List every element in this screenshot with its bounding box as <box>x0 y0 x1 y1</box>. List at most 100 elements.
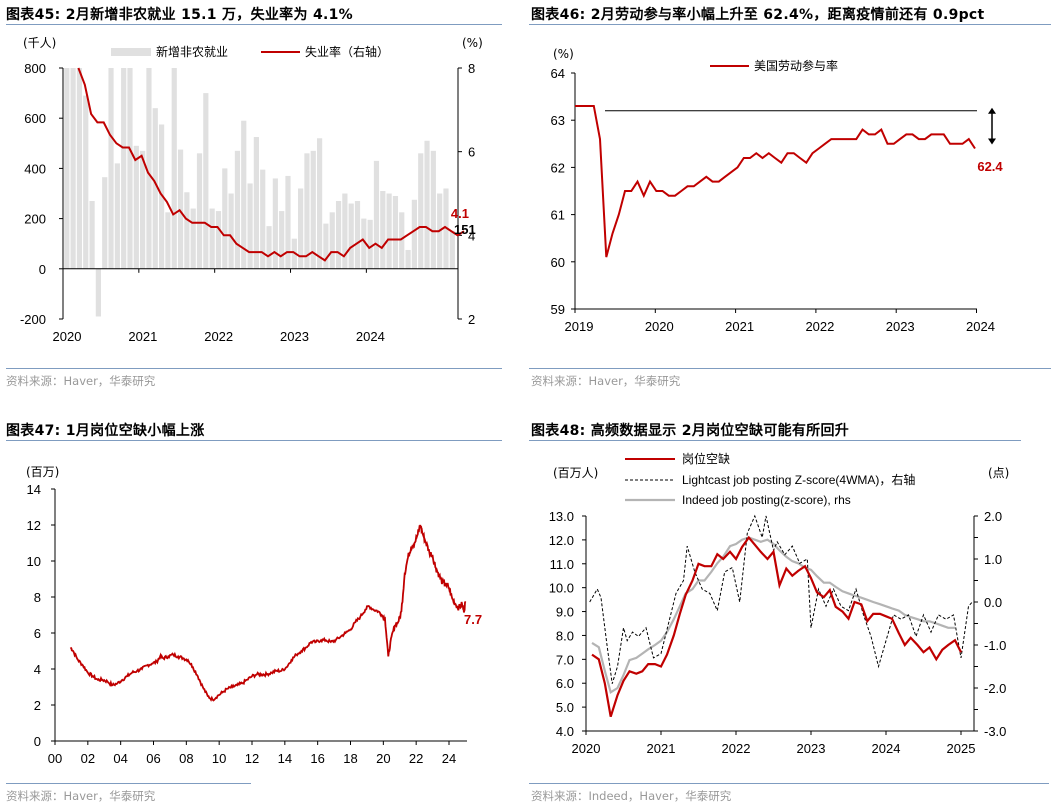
figure-45-source: 资料来源：Haver，华泰研究 <box>6 374 156 388</box>
payroll-bar <box>158 124 165 269</box>
y-tick-label: 8 <box>34 590 41 605</box>
payroll-bar <box>234 150 241 269</box>
y-tick-label: 60 <box>551 255 565 270</box>
payroll-bar <box>380 190 386 269</box>
left-y-tick-label: 600 <box>24 111 46 126</box>
x-tick-label: 2022 <box>805 319 834 334</box>
payroll-bar <box>190 208 196 269</box>
payroll-bar <box>209 208 215 269</box>
x-tick-label: 14 <box>278 751 292 766</box>
payroll-bar <box>83 95 89 269</box>
payroll-bar <box>121 68 127 269</box>
x-tick-label: 2025 <box>947 741 976 756</box>
figure-45-chart: 800 600 400 200 0 -200 8 6 4 2 2020 2021 2022 2023 202… <box>20 36 483 344</box>
y-axis-unit: (百万) <box>26 465 59 479</box>
x-tick-label: 16 <box>310 751 324 766</box>
payroll-bar <box>285 175 291 269</box>
y-tick-label: 4 <box>34 662 41 677</box>
gap-arrow-up-icon <box>988 107 996 114</box>
y-tick-label: 64 <box>551 66 565 81</box>
payroll-bar <box>399 212 405 269</box>
figure-46-title-rule <box>529 24 1051 25</box>
x-tick-label: 18 <box>343 751 357 766</box>
payroll-bar <box>392 196 399 269</box>
legend-line-label: 失业率（右轴） <box>305 44 389 59</box>
figure-45-title: 图表45: 2月新增非农就业 15.1 万，失业率为 4.1% <box>6 7 353 23</box>
figure-48-chart: 13.0 12.0 11.0 10.0 9.0 8.0 7.0 6.0 5.0 4.0 2.0 1.0… <box>549 451 1010 756</box>
left-y-tick-label: 200 <box>24 212 46 227</box>
payroll-bar <box>367 219 373 269</box>
payroll-bar <box>228 193 234 269</box>
legend-indeed-label: Indeed job posting(z-score), rhs <box>682 493 851 507</box>
payroll-bar <box>184 192 190 269</box>
legend-bar-label: 新增非农就业 <box>156 44 228 59</box>
figure-48-source: 资料来源：Indeed，Haver，华泰研究 <box>531 789 732 803</box>
payroll-bar <box>323 223 329 269</box>
figure-47-source: 资料来源：Haver，华泰研究 <box>6 789 156 803</box>
figure-48-source-rule <box>529 783 1049 784</box>
job-openings-line <box>591 535 962 718</box>
x-tick-label: 2023 <box>886 319 915 334</box>
payroll-bar <box>89 201 95 269</box>
x-tick-label: 22 <box>409 751 423 766</box>
x-tick-label: 00 <box>48 751 62 766</box>
x-tick-label: 2020 <box>53 329 82 344</box>
left-y-tick-label: 8.0 <box>556 628 574 643</box>
left-y-tick-label: 7.0 <box>556 652 574 667</box>
x-tick-label: 2021 <box>647 741 676 756</box>
left-y-tick-label: 0 <box>39 262 46 277</box>
payroll-bar <box>165 212 171 269</box>
x-tick-label: 2022 <box>722 741 751 756</box>
unemployment-rate-line <box>77 67 465 262</box>
figure-46-title: 图表46: 2月劳动参与率小幅上升至 62.4%，距离疫情前还有 0.9pct <box>531 7 985 23</box>
indeed-zscore-line <box>591 536 955 695</box>
x-tick-label: 2021 <box>128 329 157 344</box>
payroll-bar <box>171 68 177 269</box>
x-tick-label: 08 <box>179 751 193 766</box>
payroll-bar <box>140 150 146 269</box>
x-tick-label: 2021 <box>725 319 754 334</box>
figure-47-source-rule <box>6 783 251 784</box>
left-y-tick-label: 800 <box>24 61 46 76</box>
payroll-bar <box>348 203 354 269</box>
y-tick-label: 6 <box>34 626 41 641</box>
x-tick-label: 24 <box>442 751 456 766</box>
y-tick-label: 63 <box>551 113 565 128</box>
payroll-bar <box>76 68 83 269</box>
x-tick-label: 06 <box>146 751 160 766</box>
left-axis-unit: (百万人) <box>553 466 598 480</box>
right-y-tick-label: 8 <box>468 61 475 76</box>
right-y-tick-label: 0.0 <box>984 595 1002 610</box>
payroll-bar <box>430 150 436 269</box>
figure-48-title: 图表48: 高频数据显示 2月岗位空缺可能有所回升 <box>531 423 850 439</box>
payroll-bar <box>247 183 253 269</box>
payroll-bar <box>266 226 272 269</box>
y-tick-label: 12 <box>27 518 41 533</box>
figure-46-source-rule <box>529 368 1051 369</box>
payroll-bar <box>70 68 76 269</box>
figure-48: 图表48: 高频数据显示 2月岗位空缺可能有所回升 13.0 12.0 11.0 10… <box>527 400 1054 808</box>
payroll-bar <box>222 168 228 269</box>
right-y-tick-label: 2 <box>468 312 475 327</box>
payroll-bar <box>361 218 367 269</box>
payroll-bar <box>386 193 392 269</box>
x-tick-label: 10 <box>212 751 226 766</box>
x-tick-label: 04 <box>113 751 127 766</box>
legend-bar-swatch <box>111 48 151 56</box>
payroll-bar <box>316 138 323 269</box>
right-y-tick-label: 4 <box>468 228 475 243</box>
x-tick-label: 2020 <box>645 319 674 334</box>
left-y-tick-label: 11.0 <box>550 557 574 572</box>
left-y-tick-label: 13.0 <box>549 509 574 524</box>
figure-47-title-rule <box>6 440 502 441</box>
payroll-bar <box>108 68 114 269</box>
y-tick-label: 0 <box>34 734 41 749</box>
legend-vacancies-label: 岗位空缺 <box>682 451 730 466</box>
payroll-bar <box>196 153 203 269</box>
payroll-bar <box>449 230 455 269</box>
job-openings-line <box>69 524 467 702</box>
right-axis-unit: (点) <box>988 466 1009 480</box>
x-tick-label: 2019 <box>565 319 594 334</box>
figure-46-source: 资料来源：Haver，华泰研究 <box>531 374 681 388</box>
payroll-bar <box>133 145 139 269</box>
